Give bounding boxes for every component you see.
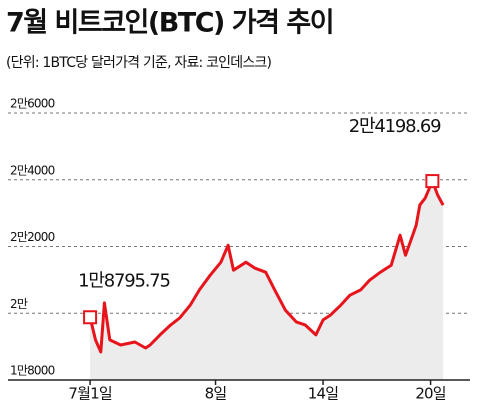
y-tick-label: 2만4000 bbox=[10, 163, 55, 177]
area bbox=[90, 181, 444, 380]
annotation: 2만4198.69 bbox=[349, 116, 441, 137]
y-tick-label: 1만8000 bbox=[10, 364, 55, 378]
y-tick-label: 2만2000 bbox=[10, 230, 55, 244]
line bbox=[88, 179, 445, 354]
x-tick-label: 20일 bbox=[415, 385, 446, 403]
x-tick-label: 14일 bbox=[308, 385, 339, 403]
point-marker bbox=[425, 174, 440, 189]
chart-subtitle: (단위: 1BTC당 달러가격 기준, 자료: 코인데스크) bbox=[6, 55, 271, 71]
annotation: 1만8795.75 bbox=[78, 270, 170, 291]
point-marker bbox=[83, 310, 98, 325]
y-tick-label: 2만 bbox=[10, 297, 28, 311]
y-tick-label: 2만6000 bbox=[10, 97, 55, 111]
chart-title: 7월 비트코인(BTC) 가격 추이 bbox=[6, 8, 333, 39]
x-tick-label: 8일 bbox=[205, 385, 227, 403]
x-tick-label: 7월1일 bbox=[68, 385, 112, 403]
